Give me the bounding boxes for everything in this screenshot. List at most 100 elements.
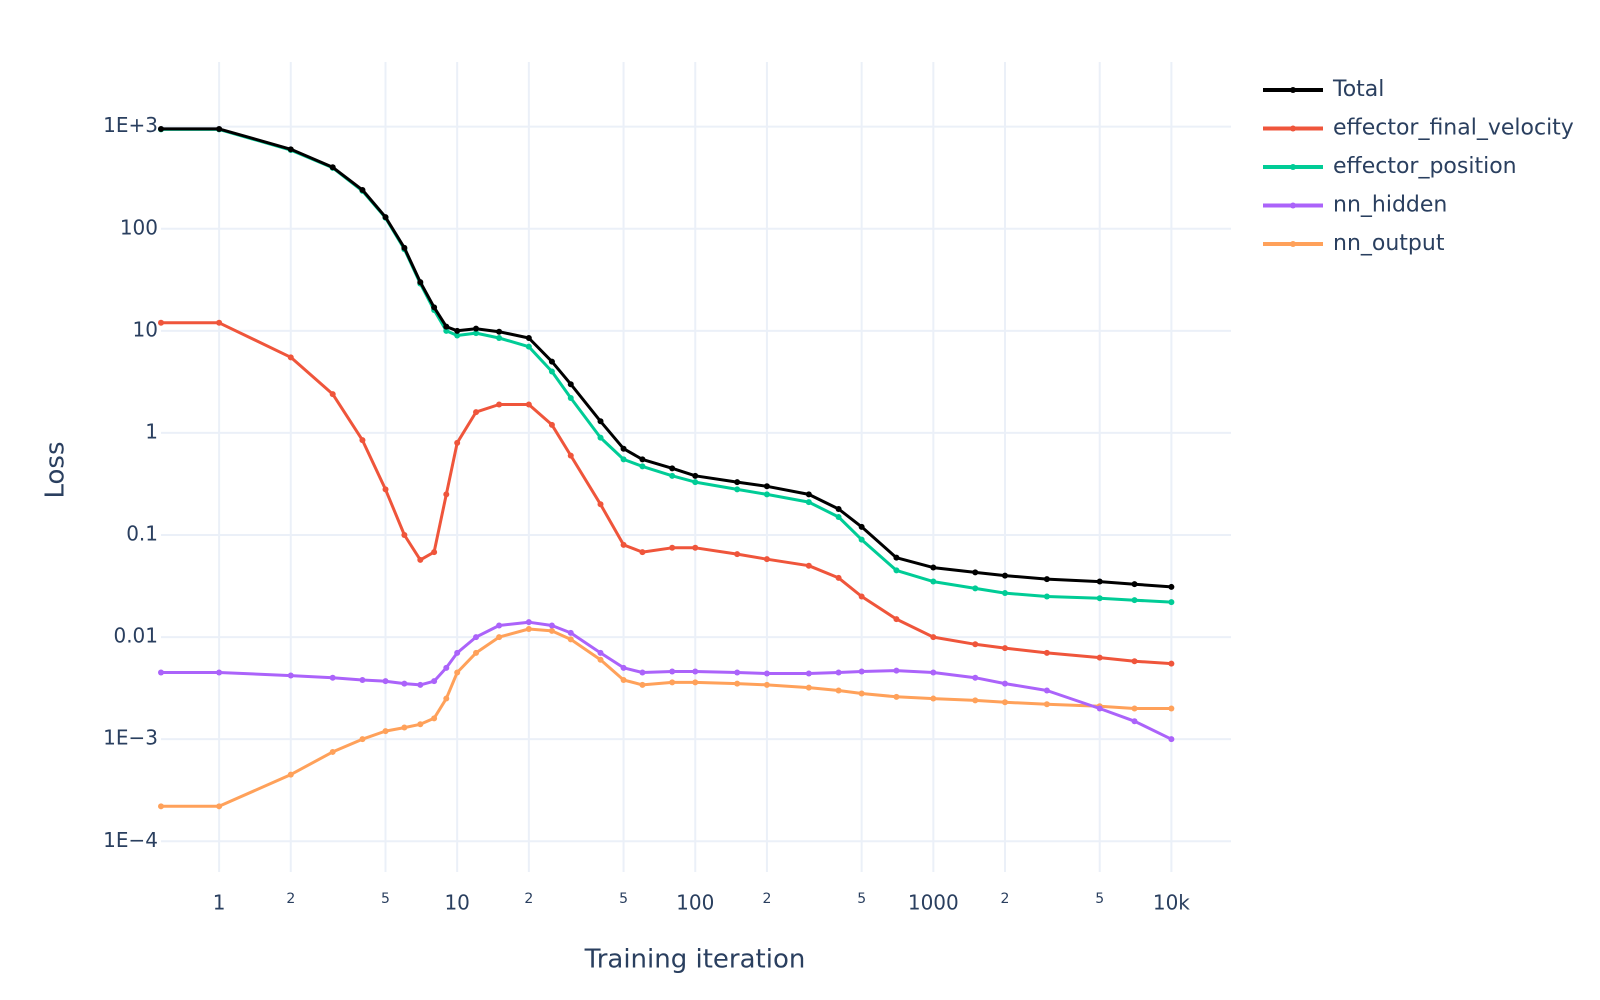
data-point — [805, 499, 812, 506]
legend-label: effector_final_velocity — [1333, 116, 1574, 141]
y-tick-label: 10 — [133, 317, 158, 341]
data-point — [359, 186, 366, 193]
data-point — [893, 667, 900, 674]
y-tick-label: 0.01 — [113, 624, 158, 648]
series — [158, 126, 1175, 606]
data-point — [692, 479, 699, 486]
y-tick-label: 1E−3 — [103, 726, 158, 750]
data-point — [359, 676, 366, 683]
data-point — [287, 146, 294, 153]
data-point — [216, 669, 223, 676]
data-point — [1168, 660, 1175, 667]
data-point — [158, 669, 164, 676]
legend-marker — [1290, 87, 1296, 93]
data-point — [1168, 599, 1175, 606]
data-point — [525, 335, 532, 342]
data-point — [835, 514, 842, 521]
data-point — [972, 585, 979, 592]
data-point — [496, 622, 503, 629]
x-axis-title: Training iteration — [584, 945, 806, 975]
data-point — [473, 325, 480, 332]
data-point — [639, 681, 646, 688]
data-point — [1043, 701, 1050, 708]
y-tick-label: 100 — [120, 215, 158, 239]
data-point — [1001, 645, 1008, 652]
x-tick-label: 10k — [1153, 891, 1190, 915]
y-tick-label: 1E+3 — [103, 113, 158, 137]
legend-label: Total — [1332, 77, 1384, 102]
data-point — [1001, 699, 1008, 706]
legend-marker — [1290, 164, 1296, 170]
data-point — [858, 593, 865, 600]
series — [158, 125, 1175, 590]
data-point — [597, 656, 604, 663]
series — [158, 619, 1175, 743]
legend-marker — [1290, 241, 1296, 247]
legend-label: nn_hidden — [1333, 193, 1447, 218]
x-tick-label: 2 — [762, 891, 771, 907]
series-line — [161, 127, 1172, 604]
data-point — [382, 214, 389, 221]
data-point — [417, 721, 424, 728]
data-point — [597, 418, 604, 425]
series-line — [161, 127, 1172, 589]
x-tick-label: 2 — [286, 891, 295, 907]
data-point — [567, 452, 574, 459]
data-point — [972, 697, 979, 704]
data-point — [431, 304, 438, 311]
data-point — [1001, 572, 1008, 579]
data-point — [734, 479, 741, 486]
data-point — [1096, 595, 1103, 602]
y-tick-label: 1E−4 — [103, 828, 158, 852]
data-point — [1001, 680, 1008, 687]
series — [158, 626, 1175, 810]
data-point — [835, 505, 842, 512]
series-line — [161, 321, 1172, 666]
data-point — [639, 456, 646, 463]
y-axis-title: Loss — [41, 441, 71, 498]
data-point — [1043, 593, 1050, 600]
data-point — [734, 669, 741, 676]
data-point — [454, 327, 461, 334]
data-point — [930, 578, 937, 585]
data-point — [525, 343, 532, 350]
data-point — [567, 394, 574, 401]
data-point — [525, 619, 532, 626]
x-tick-label: 2 — [1001, 891, 1010, 907]
y-tick-label: 1 — [145, 419, 158, 443]
data-point — [734, 486, 741, 493]
data-point — [431, 549, 438, 556]
data-point — [567, 381, 574, 388]
data-point — [496, 335, 503, 342]
data-point — [669, 472, 676, 479]
data-point — [597, 501, 604, 508]
data-point — [1043, 649, 1050, 656]
data-point — [692, 679, 699, 686]
data-point — [1001, 590, 1008, 597]
data-point — [525, 626, 532, 633]
data-point — [734, 680, 741, 687]
data-point — [431, 715, 438, 722]
data-point — [443, 323, 450, 330]
data-point — [763, 670, 770, 677]
data-point — [401, 244, 408, 251]
series-line — [161, 620, 1173, 741]
x-tick-label: 1000 — [908, 891, 959, 915]
data-point — [639, 549, 646, 556]
data-point — [548, 358, 555, 365]
x-tick-label: 2 — [524, 891, 533, 907]
data-point — [216, 803, 223, 810]
data-point — [287, 354, 294, 361]
data-point — [1131, 705, 1138, 712]
data-point — [893, 567, 900, 574]
data-point — [1131, 581, 1138, 588]
data-point — [158, 803, 164, 810]
data-point — [763, 556, 770, 563]
data-point — [473, 634, 480, 641]
data-point — [1096, 654, 1103, 661]
data-point — [382, 678, 389, 685]
legend-marker — [1290, 125, 1296, 132]
data-point — [1096, 705, 1103, 712]
data-point — [401, 532, 408, 539]
